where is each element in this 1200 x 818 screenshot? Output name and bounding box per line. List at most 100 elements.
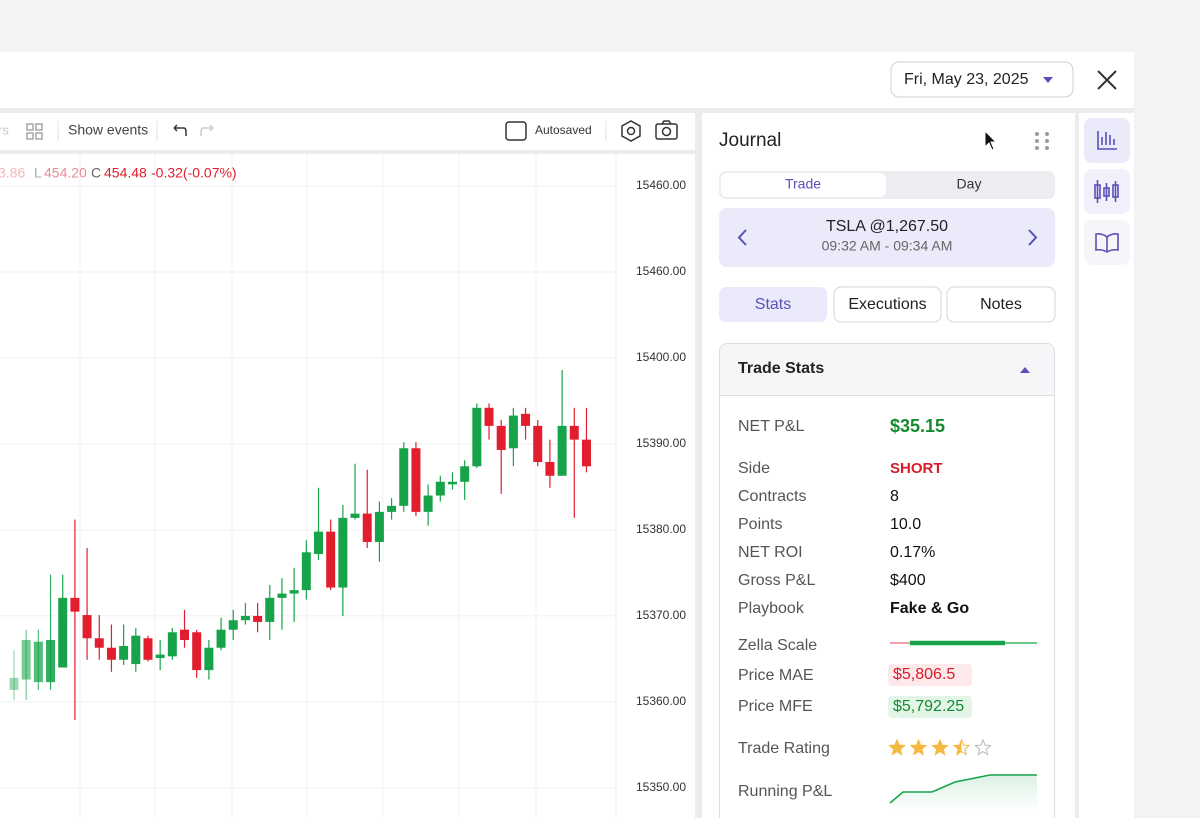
tab[interactable] — [833, 286, 942, 323]
stat-label: NET ROI — [738, 544, 803, 561]
candle-body — [411, 448, 421, 512]
close-button[interactable] — [1097, 70, 1117, 90]
section-title: Trade Stats — [738, 360, 824, 377]
candle-body — [143, 638, 153, 660]
stat-label: Gross P&L — [738, 572, 815, 589]
stat-value: SHORT — [890, 460, 943, 477]
y-tick-label: 15370.00 — [636, 608, 686, 622]
candle-body — [228, 620, 238, 630]
candle-body — [131, 635, 141, 665]
journal-title: Journal — [719, 130, 781, 151]
candle-body — [106, 647, 116, 660]
notebook-icon — [1095, 233, 1119, 253]
stats-card-header[interactable] — [720, 344, 1054, 395]
candle-body — [240, 615, 250, 621]
stat-value: $400 — [890, 572, 926, 589]
rating-star[interactable] — [909, 738, 928, 756]
next-trade[interactable] — [1028, 229, 1038, 246]
stat-label: Price MAE — [738, 667, 814, 684]
rating-star[interactable] — [888, 738, 906, 756]
ohlc-close-label: C — [91, 165, 101, 181]
rating-star[interactable] — [974, 738, 992, 756]
candle-body — [326, 531, 336, 588]
plot — [0, 185, 616, 789]
toolbar — [0, 113, 695, 150]
date-dropdown[interactable] — [890, 61, 1074, 98]
sidebar-stats-button[interactable] — [1084, 118, 1130, 163]
stat-value: $5,792.25 — [893, 698, 964, 715]
mfe-badge — [888, 696, 972, 718]
undo-button[interactable] — [173, 124, 187, 136]
more-menu[interactable] — [1035, 132, 1049, 150]
candle-body — [338, 517, 348, 588]
dropdown-caret — [1043, 77, 1053, 83]
tab-active[interactable] — [719, 287, 827, 322]
mae-badge — [888, 664, 972, 686]
toolbar-cut-label: rs — [0, 122, 9, 137]
screenshot-button[interactable] — [655, 120, 678, 140]
candle-body — [33, 641, 43, 683]
mouse-cursor — [984, 129, 998, 151]
stat-value: $35.15 — [890, 416, 945, 436]
candle-body — [557, 425, 567, 476]
trade-card — [719, 208, 1055, 267]
time-grid — [79, 155, 537, 818]
collapse-caret — [1020, 367, 1030, 373]
candles-icon — [1094, 180, 1119, 203]
show-events-button[interactable]: Show events — [68, 122, 148, 138]
y-tick-label: 15460.00 — [636, 178, 686, 192]
redo-button[interactable] — [200, 124, 214, 136]
divider — [695, 113, 702, 818]
tab-label: Stats — [755, 296, 791, 313]
stat-label: Price MFE — [738, 698, 813, 715]
candle-body — [350, 513, 360, 518]
candle-body — [447, 481, 457, 485]
candle-body — [301, 552, 311, 591]
ohlc-low-label: L — [34, 165, 42, 181]
candle-body — [82, 615, 92, 639]
tab[interactable] — [946, 286, 1056, 323]
ohlc-open-fragment: 3.86 — [0, 165, 25, 181]
candle-body — [289, 590, 299, 594]
candle-body — [253, 615, 263, 622]
y-tick-label: 15360.00 — [636, 694, 686, 708]
candle-body — [119, 646, 129, 660]
candle-body — [435, 481, 445, 496]
candle-body — [265, 597, 275, 622]
y-tick-label: 15460.00 — [636, 264, 686, 278]
stat-value: Fake & Go — [890, 600, 969, 617]
layout-icon[interactable] — [26, 123, 43, 140]
candle-body — [545, 461, 555, 476]
rating-star[interactable] — [931, 738, 949, 756]
candle-body — [314, 531, 323, 555]
scope-tab-label: Trade — [785, 176, 821, 192]
candle-body — [374, 511, 384, 542]
stat-label: NET P&L — [738, 418, 805, 435]
tab-label: Executions — [848, 296, 926, 313]
candle-body — [70, 597, 80, 612]
candle-body — [21, 639, 31, 680]
candle-body — [569, 425, 579, 440]
candle-body — [362, 513, 372, 542]
autosave-checkbox[interactable] — [505, 121, 527, 141]
divider — [1075, 113, 1079, 818]
rating-star[interactable] — [952, 738, 971, 756]
candle-body — [387, 505, 397, 512]
candle-body — [180, 629, 190, 640]
candle-body — [58, 597, 68, 668]
prev-trade[interactable] — [737, 229, 747, 246]
candle-body — [46, 639, 56, 683]
candle-body — [9, 677, 19, 690]
tab-label: Notes — [980, 296, 1022, 313]
y-tick-label: 15380.00 — [636, 522, 686, 536]
ohlc-close: 454.48 — [104, 165, 147, 181]
ohlc-low: 454.20 — [44, 165, 87, 181]
autosaved-label: Autosaved — [535, 123, 592, 137]
candle-body — [508, 415, 518, 449]
candle-body — [423, 495, 433, 512]
stat-value: 0.17% — [890, 544, 935, 561]
scope-tab-active[interactable] — [721, 173, 886, 197]
candle-body — [460, 466, 470, 482]
settings-button[interactable] — [621, 120, 641, 142]
